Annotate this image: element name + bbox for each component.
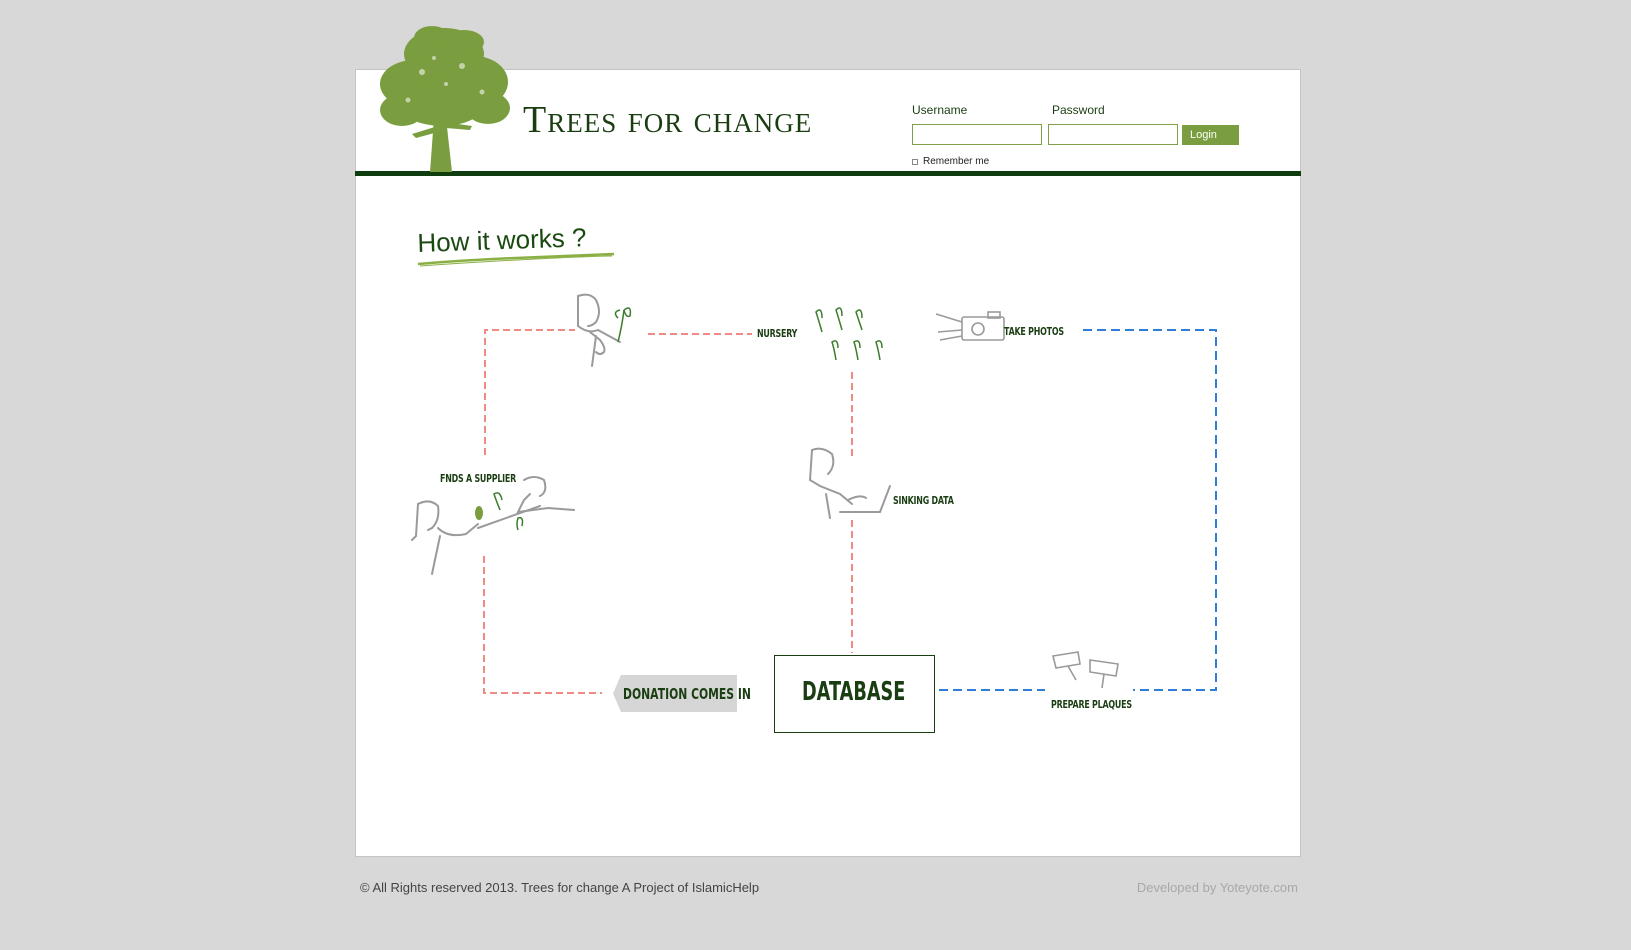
- nursery-seedlings-icon: [815, 307, 883, 361]
- supplier-figures-icon: [411, 476, 575, 575]
- blue-dashed-paths: [939, 329, 1217, 691]
- footer-copyright: © All Rights reserved 2013. Trees for ch…: [360, 880, 760, 895]
- login-button[interactable]: Login: [1182, 125, 1239, 145]
- finds-supplier-label: FNDS A SUPPLIER: [440, 472, 516, 485]
- password-input[interactable]: [1048, 124, 1178, 145]
- seedling-icon: [614, 307, 632, 343]
- sinking-data-label: SINKING DATA: [893, 494, 954, 507]
- gardener-figure-icon: [577, 293, 621, 367]
- remember-me-checkbox[interactable]: [912, 158, 918, 165]
- donation-comes-in-label: DONATION COMES IN: [623, 685, 751, 703]
- database-box: [774, 655, 935, 733]
- username-input[interactable]: [912, 124, 1042, 145]
- remember-me[interactable]: Remember me: [912, 156, 989, 167]
- donation-tag: [613, 675, 737, 712]
- tree-logo-icon: [380, 26, 510, 172]
- prepare-plaques-label: PREPARE PLAQUES: [1051, 698, 1132, 711]
- username-label: Username: [912, 103, 968, 117]
- red-dashed-paths: [483, 329, 853, 694]
- camera-icon: [935, 311, 1005, 341]
- plaques-icon: [1052, 651, 1119, 689]
- footer-developer-link[interactable]: Developed by Yoteyote.com: [1136, 880, 1298, 895]
- leaf-icon: [475, 506, 483, 520]
- supplier-seedling-icon: [493, 492, 524, 531]
- nursery-label: NURSERY: [757, 327, 798, 340]
- remember-me-label: Remember me: [923, 156, 990, 167]
- password-label: Password: [1052, 103, 1105, 117]
- database-label: DATABASE: [802, 677, 906, 707]
- header-divider: [355, 171, 1301, 176]
- heading-underline: [417, 252, 615, 267]
- brand-title: Trees for change: [523, 99, 813, 141]
- take-photos-label: TAKE PHOTOS: [1004, 325, 1064, 338]
- laptop-user-icon: [808, 447, 891, 519]
